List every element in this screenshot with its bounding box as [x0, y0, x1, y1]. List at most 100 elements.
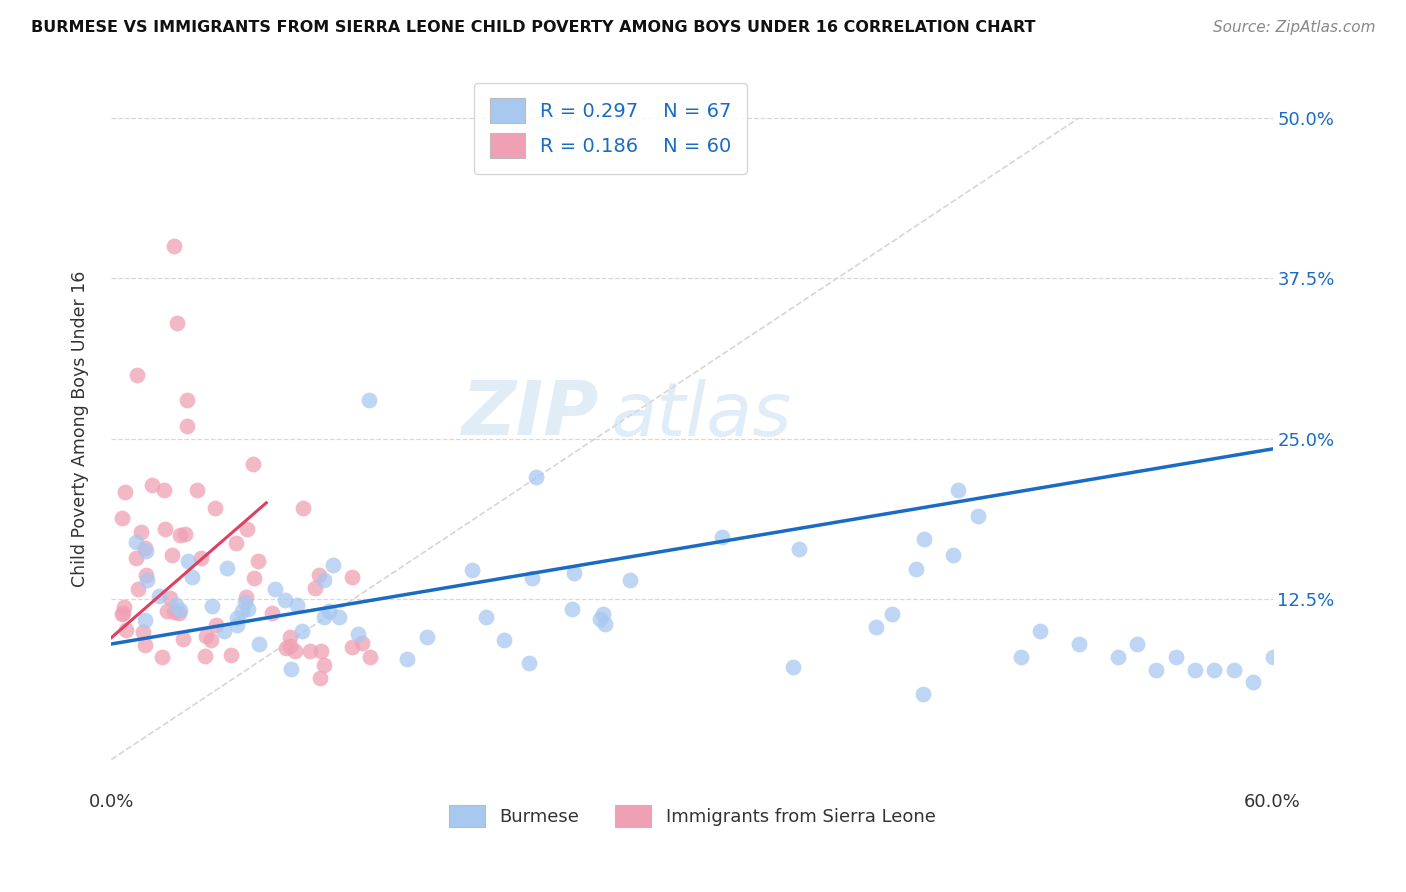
Point — [153, 522, 176, 536]
Point — [1204, 663, 1226, 677]
Point — [1241, 675, 1264, 690]
Point — [865, 619, 887, 633]
Point — [127, 368, 149, 382]
Point — [112, 606, 135, 620]
Point — [460, 563, 482, 577]
Point — [235, 590, 257, 604]
Point — [1126, 637, 1149, 651]
Point — [159, 591, 181, 606]
Point — [314, 610, 336, 624]
Point — [561, 601, 583, 615]
Point — [260, 606, 283, 620]
Point — [177, 554, 200, 568]
Point — [190, 551, 212, 566]
Point — [276, 641, 298, 656]
Point — [318, 604, 340, 618]
Point — [1223, 663, 1246, 677]
Point — [312, 657, 335, 672]
Point — [593, 616, 616, 631]
Point — [225, 535, 247, 549]
Point — [340, 569, 363, 583]
Point — [1164, 649, 1187, 664]
Point — [163, 239, 186, 253]
Point — [200, 633, 222, 648]
Point — [1107, 649, 1129, 664]
Point — [135, 567, 157, 582]
Point — [247, 637, 270, 651]
Text: Source: ZipAtlas.com: Source: ZipAtlas.com — [1212, 20, 1375, 35]
Point — [226, 611, 249, 625]
Point — [416, 630, 439, 644]
Point — [166, 316, 188, 330]
Point — [280, 662, 302, 676]
Point — [340, 640, 363, 654]
Point — [141, 478, 163, 492]
Point — [1029, 624, 1052, 639]
Point — [291, 624, 314, 638]
Point — [111, 607, 134, 621]
Point — [298, 643, 321, 657]
Point — [163, 606, 186, 620]
Point — [150, 649, 173, 664]
Point — [169, 603, 191, 617]
Point — [396, 652, 419, 666]
Point — [904, 561, 927, 575]
Point — [174, 526, 197, 541]
Point — [135, 544, 157, 558]
Point — [517, 656, 540, 670]
Point — [309, 671, 332, 685]
Point — [111, 511, 134, 525]
Point — [352, 636, 374, 650]
Point — [328, 610, 350, 624]
Point — [125, 534, 148, 549]
Point — [359, 650, 381, 665]
Text: BURMESE VS IMMIGRANTS FROM SIERRA LEONE CHILD POVERTY AMONG BOYS UNDER 16 CORREL: BURMESE VS IMMIGRANTS FROM SIERRA LEONE … — [31, 20, 1035, 35]
Point — [562, 566, 585, 580]
Point — [160, 548, 183, 562]
Point — [347, 627, 370, 641]
Point — [1184, 663, 1206, 677]
Point — [235, 595, 257, 609]
Point — [357, 393, 380, 408]
Point — [1010, 649, 1032, 664]
Point — [274, 593, 297, 607]
Point — [134, 638, 156, 652]
Point — [131, 524, 153, 539]
Point — [882, 607, 904, 622]
Point — [524, 470, 547, 484]
Point — [169, 527, 191, 541]
Point — [309, 644, 332, 658]
Point — [176, 393, 198, 408]
Point — [1144, 663, 1167, 677]
Point — [264, 582, 287, 596]
Point — [148, 589, 170, 603]
Point — [231, 604, 253, 618]
Point — [314, 573, 336, 587]
Point — [205, 617, 228, 632]
Point — [782, 660, 804, 674]
Point — [156, 604, 179, 618]
Point — [212, 624, 235, 639]
Point — [522, 571, 544, 585]
Point — [322, 558, 344, 572]
Y-axis label: Child Poverty Among Boys Under 16: Child Poverty Among Boys Under 16 — [72, 271, 89, 587]
Point — [186, 483, 208, 497]
Point — [165, 598, 187, 612]
Point — [114, 623, 136, 637]
Point — [114, 484, 136, 499]
Point — [201, 599, 224, 613]
Point — [589, 612, 612, 626]
Point — [176, 418, 198, 433]
Point — [911, 687, 934, 701]
Point — [308, 568, 330, 582]
Point — [304, 581, 326, 595]
Point — [112, 600, 135, 615]
Point — [592, 607, 614, 621]
Point — [278, 630, 301, 644]
Point — [236, 602, 259, 616]
Point — [243, 571, 266, 585]
Point — [912, 532, 935, 546]
Point — [167, 606, 190, 620]
Point — [292, 501, 315, 516]
Point — [194, 629, 217, 643]
